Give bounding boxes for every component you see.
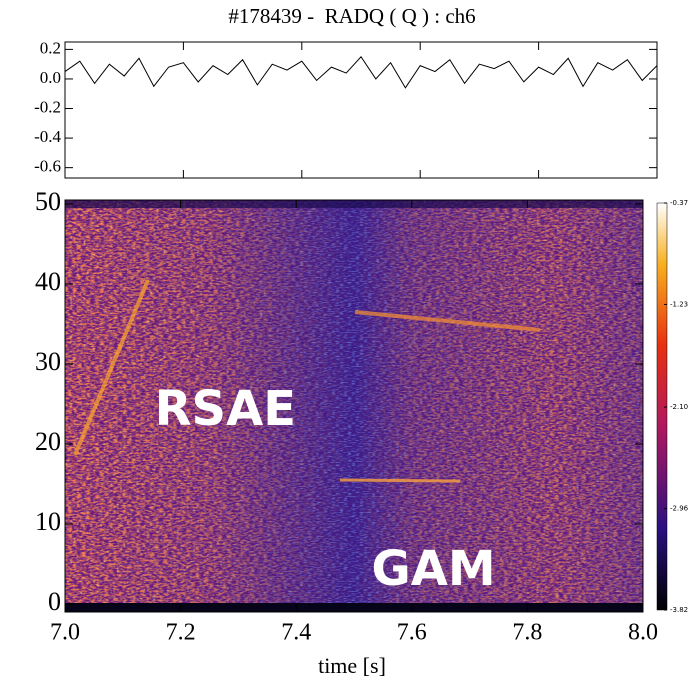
y-tick-label: 10 xyxy=(35,507,61,536)
x-tick-label: 7.8 xyxy=(512,620,542,646)
colorbar xyxy=(656,202,668,611)
y-tick-label: -0.6 xyxy=(34,157,61,176)
y-tick-label: 0.2 xyxy=(40,38,61,57)
y-tick-label: 20 xyxy=(35,427,61,456)
y-tick-label: 30 xyxy=(35,347,61,376)
y-tick-label: 50 xyxy=(35,187,61,216)
y-tick-label: 40 xyxy=(35,267,61,296)
x-axis-label: time [s] xyxy=(318,653,386,678)
plot-frame xyxy=(64,199,644,613)
colorbar-tick-label: -0.37 xyxy=(670,199,688,207)
x-tick-label: 7.4 xyxy=(281,620,311,646)
annotation: RSAE xyxy=(155,381,296,437)
x-tick-label: 7.2 xyxy=(166,620,196,646)
chart-title: #178439 - RADQ ( Q ) : ch6 xyxy=(228,4,475,28)
y-tick-label: 0.0 xyxy=(40,68,61,87)
colorbar-tick-label: -1.23 xyxy=(670,300,688,308)
colorbar-tick-label: -2.10 xyxy=(670,403,688,411)
x-tick-label: 7.6 xyxy=(397,620,427,646)
x-tick-label: 8.0 xyxy=(628,620,658,646)
y-tick-label: 0 xyxy=(48,587,61,616)
colorbar-tick-label: -3.82 xyxy=(670,606,688,614)
y-tick-label: -0.4 xyxy=(34,127,61,146)
spectrogram-image xyxy=(65,200,643,612)
annotation: GAM xyxy=(371,541,495,597)
x-tick-label: 7.0 xyxy=(50,620,80,646)
trace xyxy=(64,55,658,89)
plot-frame xyxy=(64,41,658,179)
colorbar-tick-label: -2.96 xyxy=(670,505,689,513)
y-tick-label: -0.2 xyxy=(34,97,61,116)
